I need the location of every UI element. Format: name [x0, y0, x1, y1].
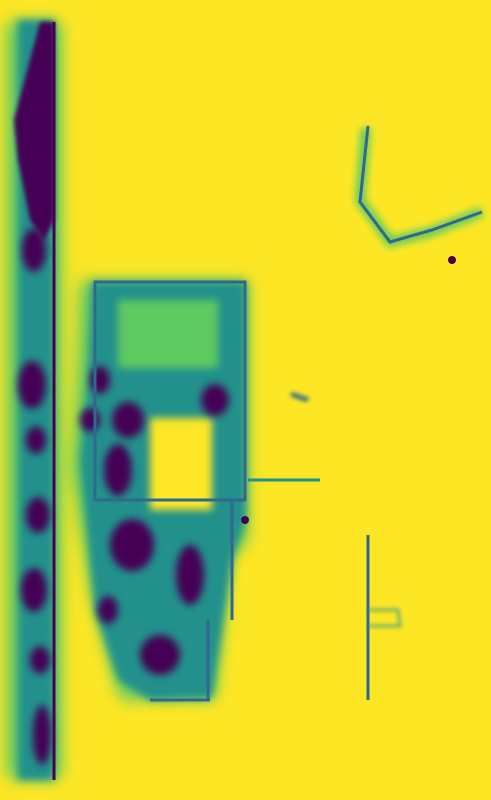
central-object-inner-rect [150, 418, 212, 510]
left-strip-blob [33, 705, 51, 765]
center-fragment [290, 392, 310, 402]
central-object-blob [104, 444, 132, 496]
right-vertical-line [363, 535, 402, 700]
right-dot [448, 256, 456, 264]
center-dot [241, 516, 249, 524]
left-strip-blob [26, 497, 50, 533]
central-object-blob [80, 408, 100, 432]
central-object-outline [93, 280, 247, 502]
central-object [70, 280, 320, 702]
left-strip-blob [22, 228, 46, 272]
left-vertical-strip [6, 20, 62, 780]
central-object-blob [112, 402, 144, 438]
left-strip-blob [21, 568, 47, 612]
left-strip-blob [26, 426, 46, 454]
central-object-inner-panel [118, 300, 218, 368]
left-strip-blob [30, 646, 50, 674]
central-object-blob [90, 366, 110, 394]
central-object-blob [110, 519, 154, 571]
left-strip-blob [18, 361, 46, 409]
top-right-l-shape [354, 125, 484, 248]
central-object-blob [98, 596, 118, 624]
right-line-tab [368, 609, 402, 627]
l-shape-line [358, 125, 483, 244]
left-strip-top-blob [14, 22, 54, 240]
central-object-blob [176, 545, 204, 605]
central-object-blob [201, 384, 229, 416]
central-object-blob [140, 635, 180, 675]
small-fragments [241, 256, 456, 524]
